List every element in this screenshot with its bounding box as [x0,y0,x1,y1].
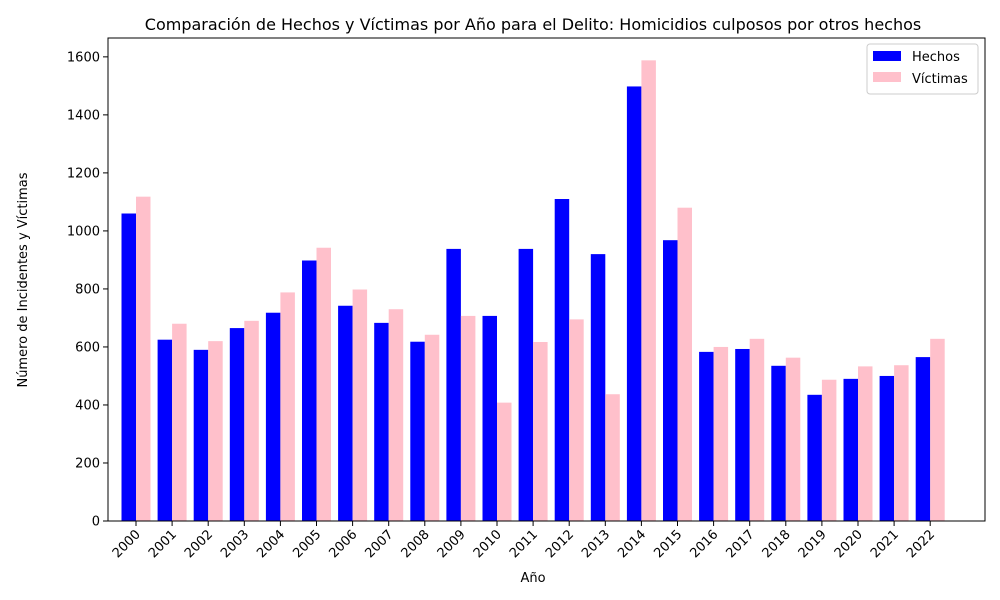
bar-hechos-2017 [735,348,750,521]
y-tick-label-600: 600 [75,340,100,355]
bar-vctimas-2022 [930,338,945,521]
x-tick-label-2021: 2021 [868,527,902,561]
x-tick-label-2014: 2014 [615,527,649,561]
y-tick-label-1400: 1400 [67,108,100,123]
bar-vctimas-2012 [569,319,584,521]
bar-vctimas-2002 [208,341,223,521]
bar-hechos-2015 [663,240,678,521]
x-tick-label-2010: 2010 [471,527,505,561]
bar-hechos-2018 [771,365,786,521]
plot-frame [107,37,986,522]
bar-hechos-2011 [518,248,534,521]
y-tick-label-800: 800 [75,282,100,297]
x-tick-label-2020: 2020 [832,527,866,561]
bar-hechos-2012 [554,199,570,521]
bar-hechos-2004 [265,312,281,521]
bar-hechos-2013 [590,254,606,521]
x-tick-label-2011: 2011 [507,527,541,561]
chart-title: Comparación de Hechos y Víctimas por Año… [145,15,921,34]
x-tick-label-2007: 2007 [363,527,397,561]
bar-vctimas-2014 [641,60,656,522]
bar-hechos-2002 [193,349,209,521]
legend: Hechos Víctimas [866,43,979,95]
bar-vctimas-2005 [316,247,331,522]
x-tick-label-2022: 2022 [904,527,938,561]
x-tick-label-2017: 2017 [724,527,758,561]
y-tick-label-0: 0 [92,515,100,530]
x-tick-label-2009: 2009 [435,527,469,561]
bar-vctimas-2000 [136,196,151,521]
bar-hechos-2006 [338,305,353,521]
x-tick-label-2015: 2015 [651,527,685,561]
x-tick-label-2012: 2012 [543,527,577,561]
x-tick-label-2018: 2018 [760,527,794,561]
bar-hechos-2007 [374,322,389,521]
x-tick-label-2005: 2005 [290,527,324,561]
bar-hechos-2014 [626,86,642,521]
bar-vctimas-2006 [352,289,368,521]
bar-hechos-2022 [915,357,931,521]
bar-vctimas-2009 [460,315,476,521]
bar-vctimas-2001 [172,323,187,521]
bar-hechos-2008 [410,341,425,521]
legend-swatch-hechos [873,51,901,61]
bar-hechos-2009 [446,248,461,521]
x-tick-label-2001: 2001 [146,527,180,561]
x-tick-label-2016: 2016 [687,527,721,561]
bar-hechos-2005 [302,260,317,521]
y-tick-label-1000: 1000 [67,224,100,239]
y-tick-label-1200: 1200 [67,166,100,181]
bar-hechos-2016 [699,351,714,521]
x-tick-label-2000: 2000 [110,527,144,561]
bar-vctimas-2018 [785,357,801,521]
bar-vctimas-2007 [388,309,404,521]
x-axis-label: Año [520,571,545,586]
bar-vctimas-2020 [858,366,873,521]
x-tick-label-2004: 2004 [254,527,288,561]
bar-hechos-2021 [879,375,895,521]
bar-hechos-2001 [157,339,173,521]
bar-vctimas-2013 [605,394,620,521]
x-tick-label-2019: 2019 [796,527,830,561]
bar-vctimas-2017 [749,338,765,521]
bar-vctimas-2015 [677,207,692,521]
bar-vctimas-2016 [713,346,729,521]
bar-vctimas-2003 [244,320,259,521]
legend-label-victimas: Víctimas [912,72,968,87]
y-tick-label-1600: 1600 [67,50,100,65]
y-tick-label-200: 200 [75,456,100,471]
bar-vctimas-2021 [894,365,909,521]
bar-vctimas-2004 [280,292,295,521]
x-tick-label-2008: 2008 [399,527,433,561]
legend-label-hechos: Hechos [912,50,960,65]
bar-hechos-2019 [807,394,822,521]
bar-vctimas-2011 [533,342,548,521]
bar-vctimas-2008 [424,334,440,521]
bar-vctimas-2010 [497,402,512,521]
y-axis-label: Número de Incidentes y Víctimas [16,172,31,387]
bar-hechos-2000 [121,213,136,521]
bar-hechos-2010 [482,315,497,521]
bar-vctimas-2019 [821,379,837,521]
bar-hechos-2003 [229,328,245,521]
bar-hechos-2020 [843,378,858,521]
x-tick-label-2013: 2013 [579,527,613,561]
x-tick-label-2003: 2003 [218,527,252,561]
y-tick-label-400: 400 [75,398,100,413]
x-tick-label-2006: 2006 [326,527,360,561]
x-tick-label-2002: 2002 [182,527,216,561]
legend-swatch-victimas [873,72,901,82]
